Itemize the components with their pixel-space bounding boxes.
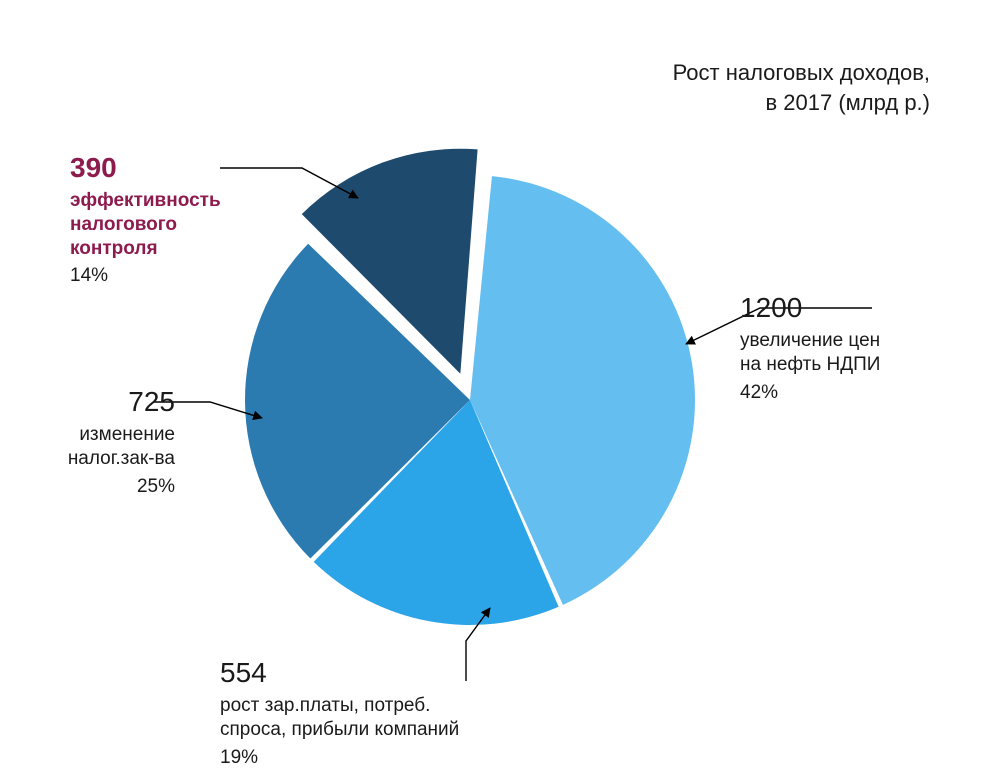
callout-pct: 14%: [70, 264, 221, 288]
callout-wages: 554 рост зар.платы, потреб.спроса, прибыл…: [220, 655, 459, 768]
callout-label: изменениеналог.зак-ва: [68, 423, 175, 471]
callout-value: 554: [220, 655, 459, 690]
callout-label: рост зар.платы, потреб.спроса, прибыли к…: [220, 694, 459, 742]
callout-control: 390 эффективностьналоговогоконтроля 14%: [70, 150, 221, 288]
callout-value: 725: [68, 384, 175, 419]
callout-label: увеличение ценна нефть НДПИ: [740, 329, 880, 377]
callout-value: 1200: [740, 290, 880, 325]
callout-value: 390: [70, 150, 221, 185]
callout-oil: 1200 увеличение ценна нефть НДПИ 42%: [740, 290, 880, 404]
callout-pct: 19%: [220, 746, 459, 768]
callout-pct: 25%: [68, 475, 175, 499]
callout-pct: 42%: [740, 381, 880, 405]
callout-label: эффективностьналоговогоконтроля: [70, 189, 221, 260]
callout-law: 725 изменениеналог.зак-ва 25%: [68, 384, 175, 498]
